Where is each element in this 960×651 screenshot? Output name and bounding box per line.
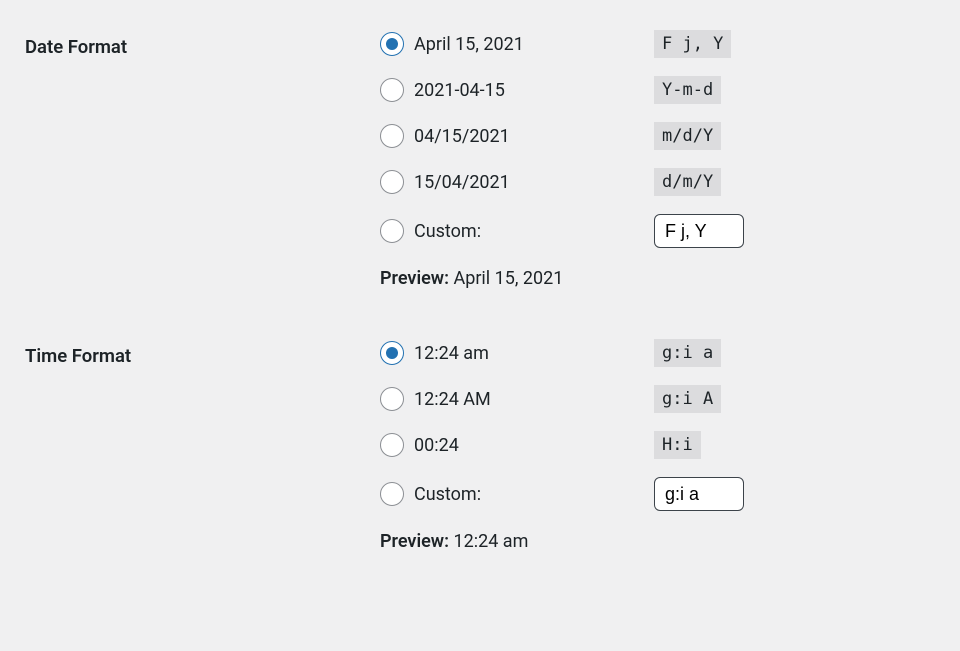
time-custom-input[interactable] (654, 477, 744, 511)
date-option-radio-0[interactable] (380, 32, 404, 56)
time-preview-value: 12:24 am (453, 531, 528, 552)
date-option-radio-1[interactable] (380, 78, 404, 102)
date-preview-label: Preview: (380, 268, 449, 289)
date-preview-row: Preview: April 15, 2021 (380, 268, 935, 289)
time-option-row: 12:24 AM g:i A (380, 385, 935, 413)
settings-table: Date Format April 15, 2021 F j, Y 2021-0… (25, 30, 935, 552)
date-custom-label: Custom: (414, 221, 654, 242)
date-option-label: 2021-04-15 (414, 80, 654, 101)
date-preview-value: April 15, 2021 (453, 268, 563, 289)
date-option-code: Y-m-d (654, 76, 721, 104)
date-custom-row: Custom: (380, 214, 935, 248)
time-option-label: 00:24 (414, 435, 654, 456)
time-option-radio-custom[interactable] (380, 482, 404, 506)
date-option-row: 15/04/2021 d/m/Y (380, 168, 935, 196)
date-option-code: m/d/Y (654, 122, 721, 150)
date-option-code: F j, Y (654, 30, 731, 58)
date-format-options: April 15, 2021 F j, Y 2021-04-15 Y-m-d 0… (380, 30, 935, 289)
time-format-label: Time Format (25, 339, 380, 552)
date-option-radio-2[interactable] (380, 124, 404, 148)
date-option-label: 15/04/2021 (414, 172, 654, 193)
time-option-row: 00:24 H:i (380, 431, 935, 459)
time-option-row: 12:24 am g:i a (380, 339, 935, 367)
time-preview-label: Preview: (380, 531, 449, 552)
time-format-options: 12:24 am g:i a 12:24 AM g:i A 00:24 H:i … (380, 339, 935, 552)
time-option-code: g:i a (654, 339, 721, 367)
date-format-label: Date Format (25, 30, 380, 289)
date-option-radio-custom[interactable] (380, 219, 404, 243)
time-custom-row: Custom: (380, 477, 935, 511)
time-option-label: 12:24 AM (414, 389, 654, 410)
time-option-label: 12:24 am (414, 343, 654, 364)
time-custom-label: Custom: (414, 484, 654, 505)
date-option-label: April 15, 2021 (414, 34, 654, 55)
time-option-radio-1[interactable] (380, 387, 404, 411)
date-option-row: April 15, 2021 F j, Y (380, 30, 935, 58)
time-option-code: g:i A (654, 385, 721, 413)
date-custom-input[interactable] (654, 214, 744, 248)
time-option-radio-0[interactable] (380, 341, 404, 365)
date-option-row: 04/15/2021 m/d/Y (380, 122, 935, 150)
time-option-radio-2[interactable] (380, 433, 404, 457)
time-option-code: H:i (654, 431, 701, 459)
date-option-code: d/m/Y (654, 168, 721, 196)
date-option-row: 2021-04-15 Y-m-d (380, 76, 935, 104)
date-option-radio-3[interactable] (380, 170, 404, 194)
time-preview-row: Preview: 12:24 am (380, 531, 935, 552)
date-option-label: 04/15/2021 (414, 126, 654, 147)
